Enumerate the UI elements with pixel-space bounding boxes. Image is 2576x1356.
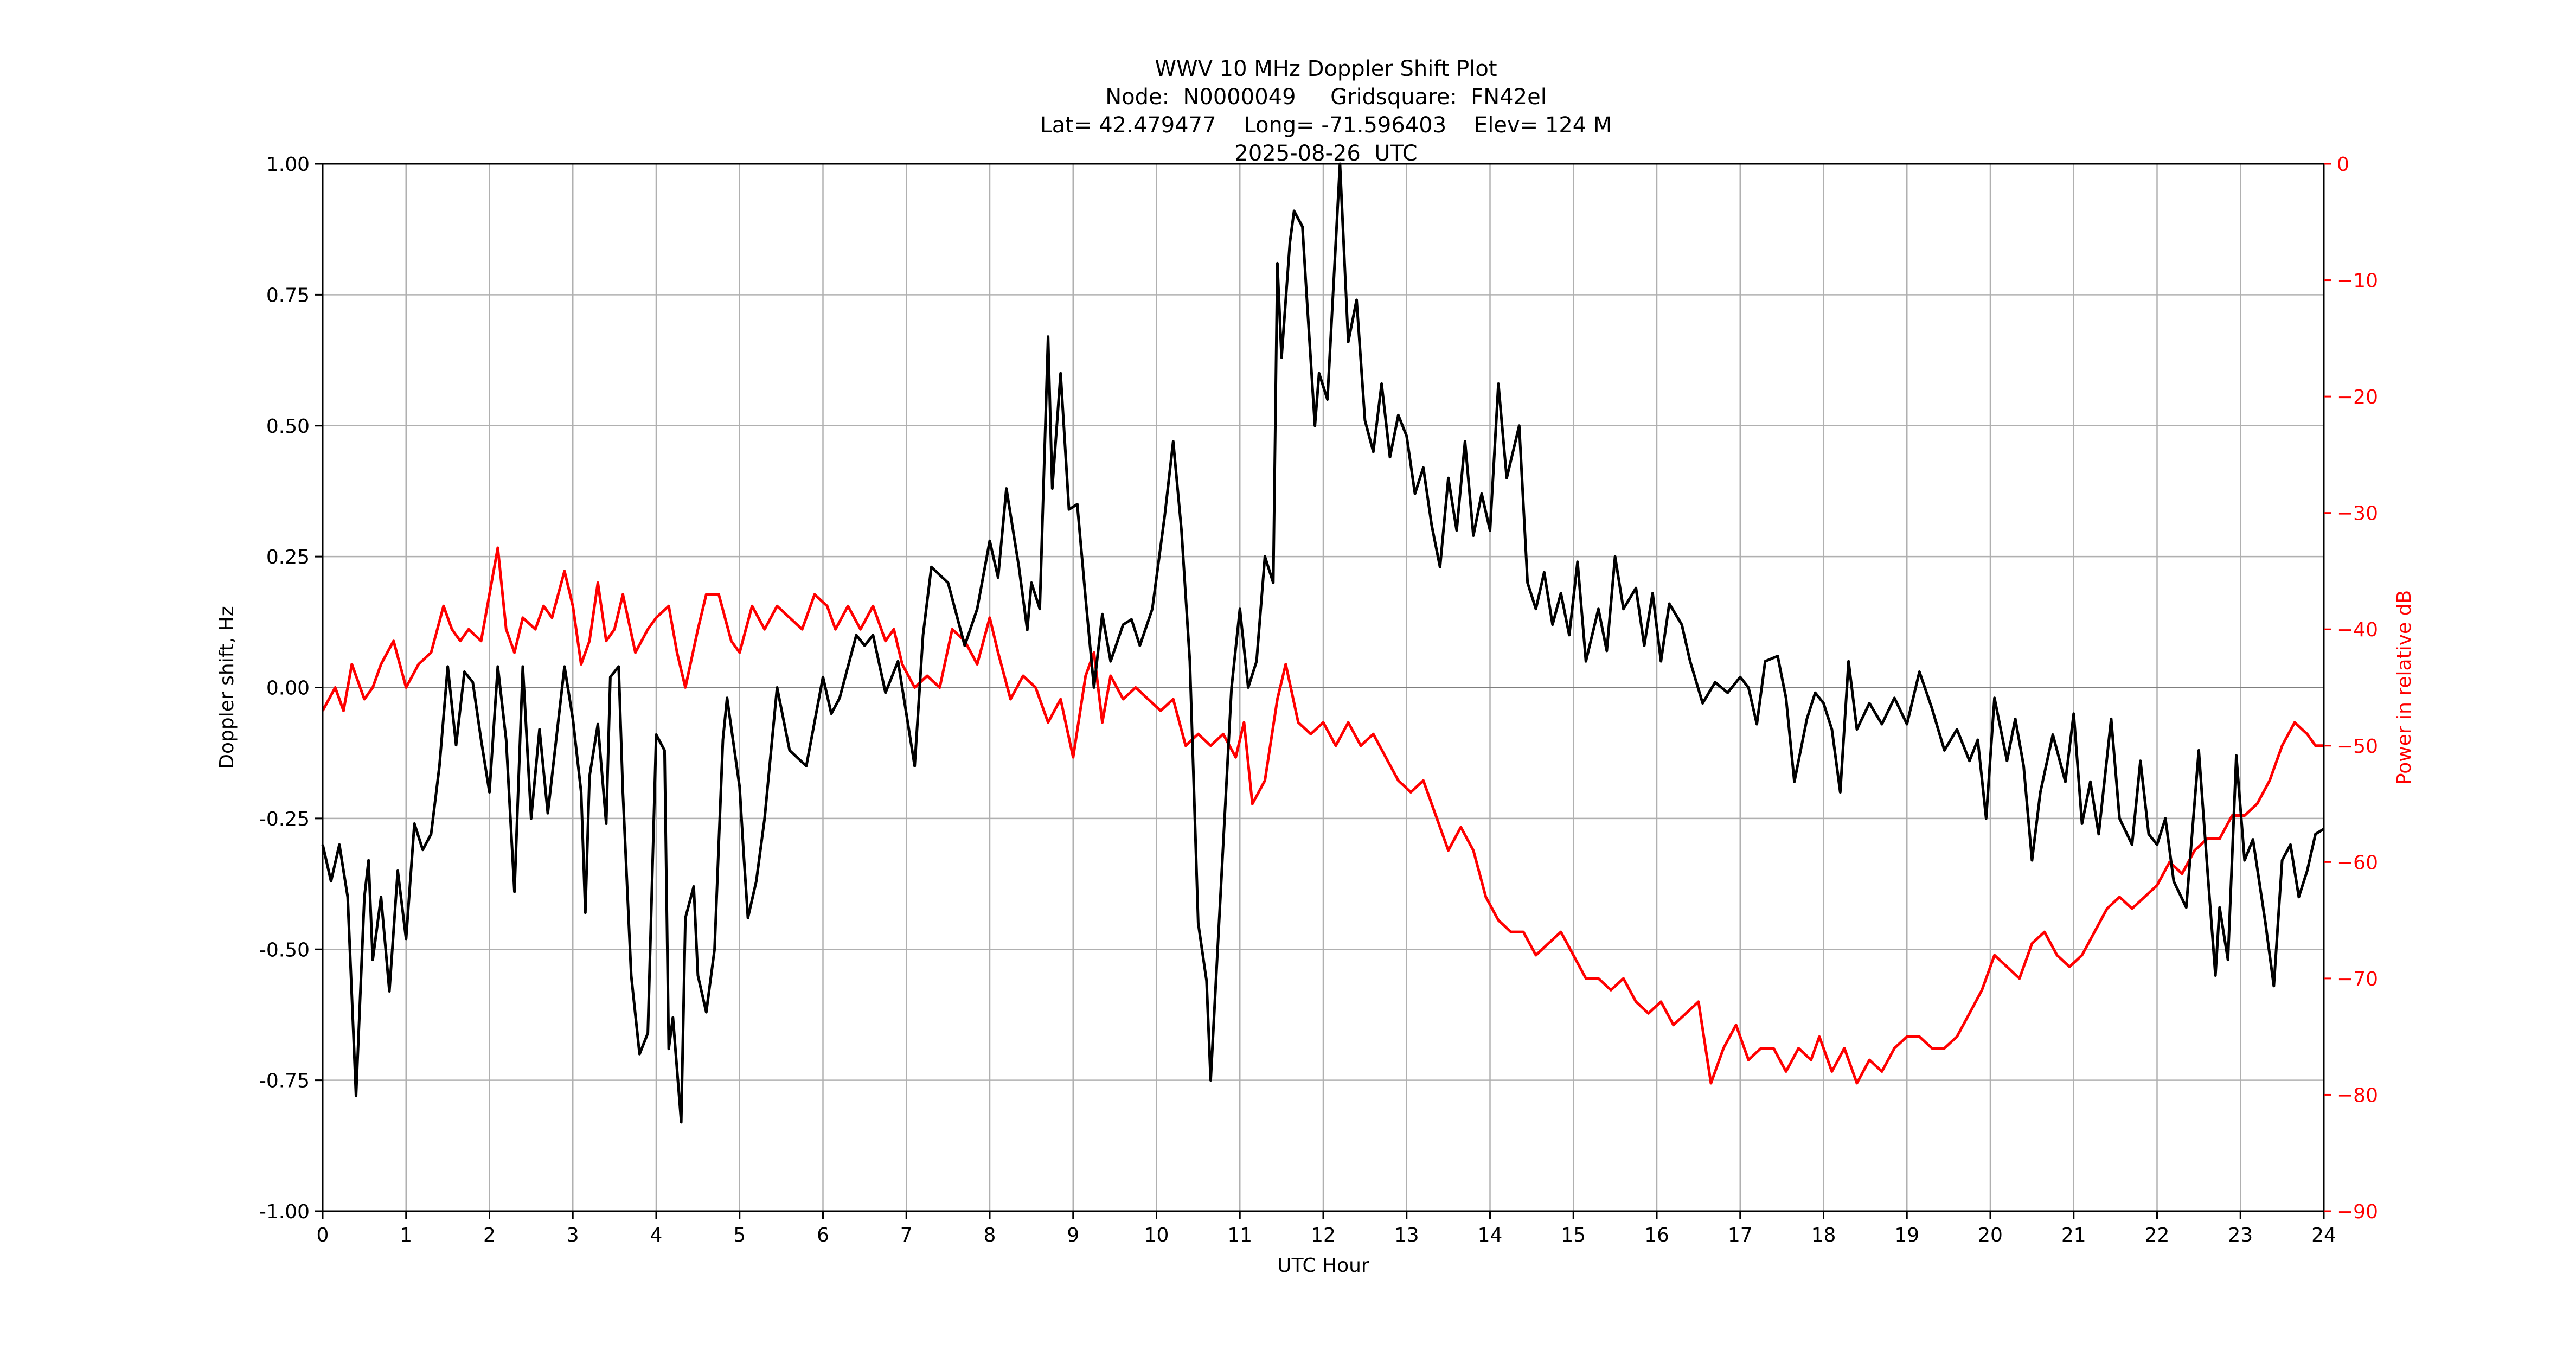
y-right-tick-label: −30 [2337,503,2378,525]
x-tick-label: 4 [650,1224,663,1246]
y-right-tick-label: −90 [2337,1201,2378,1223]
y-right-tick-label: 0 [2337,153,2349,176]
y-left-tick-label: 0.75 [266,284,310,306]
x-tick-label: 3 [567,1224,579,1246]
x-tick-label: 21 [2061,1224,2086,1246]
x-tick-label: 19 [1894,1224,1919,1246]
power-line [321,546,2324,1085]
x-tick-label: 17 [1728,1224,1753,1246]
y-left-tick-label: 0.50 [266,415,310,438]
x-tick-label: 0 [317,1224,329,1246]
y-right-tick-label: −10 [2337,270,2378,292]
y-right-tick-label: −20 [2337,386,2378,408]
y-axis-left-ticks: -1.00 -0.75 -0.50 -0.25 0.00 0.25 0.50 0.75 1.00 [259,153,323,1223]
y-left-tick-label: -0.25 [259,808,310,830]
x-tick-label: 13 [1394,1224,1419,1246]
y-right-tick-label: −80 [2337,1084,2378,1106]
x-tick-label: 6 [817,1224,829,1246]
y-axis-right-label: Power in relative dB [2393,590,2415,785]
x-tick-label: 20 [1978,1224,2003,1246]
y-left-tick-label: -0.50 [259,939,310,961]
x-tick-label: 16 [1644,1224,1669,1246]
x-tick-label: 23 [2228,1224,2253,1246]
x-tick-label: 2 [483,1224,496,1246]
x-tick-label: 24 [2311,1224,2336,1246]
y-left-tick-label: 1.00 [266,153,310,176]
y-left-tick-label: 0.25 [266,546,310,568]
x-tick-label: 9 [1067,1224,1079,1246]
y-axis-right-ticks: 0 −10 −20 −30 −40 −50 −60 −70 −80 −90 [2324,153,2378,1223]
y-right-tick-label: −40 [2337,619,2378,641]
power-series [321,546,2324,1085]
x-tick-label: 12 [1311,1224,1336,1246]
x-tick-label: 22 [2145,1224,2170,1246]
y-left-tick-label: -0.75 [259,1070,310,1092]
y-left-tick-label: -1.00 [259,1201,310,1223]
x-tick-label: 10 [1144,1224,1169,1246]
doppler-series [321,162,2325,1124]
chart-title: WWV 10 MHz Doppler Shift Plot Node: N000… [1040,56,1612,166]
x-tick-label: 7 [900,1224,913,1246]
title-line-1: WWV 10 MHz Doppler Shift Plot [1155,56,1497,81]
x-axis-label: UTC Hour [1277,1255,1369,1277]
y-axis-left-label: Doppler shift, Hz [216,606,238,769]
doppler-shift-line [321,162,2325,1124]
x-tick-label: 14 [1478,1224,1503,1246]
x-tick-label: 15 [1561,1224,1586,1246]
x-tick-label: 11 [1227,1224,1252,1246]
x-tick-label: 5 [733,1224,746,1246]
y-right-tick-label: −60 [2337,852,2378,874]
x-tick-label: 1 [400,1224,412,1246]
title-line-3: Lat= 42.479477 Long= -71.596403 Elev= 12… [1040,113,1612,138]
y-right-tick-label: −50 [2337,735,2378,758]
y-left-tick-label: 0.00 [266,677,310,700]
x-tick-label: 8 [984,1224,996,1246]
x-tick-label: 18 [1811,1224,1836,1246]
x-axis-ticks: 0 1 2 3 4 5 6 7 8 9 10 11 12 13 14 15 16 17 18 19 20 21 22 23 24 [317,1211,2336,1246]
title-line-4: 2025-08-26 UTC [1234,141,1417,166]
title-line-2: Node: N0000049 Gridsquare: FN42el [1105,85,1547,110]
y-right-tick-label: −70 [2337,968,2378,990]
